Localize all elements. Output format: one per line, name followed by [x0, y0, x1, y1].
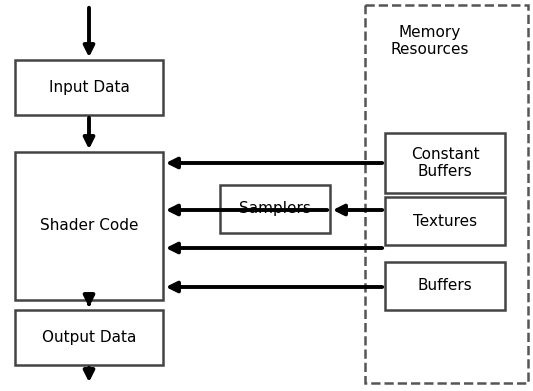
- Text: Memory
Resources: Memory Resources: [391, 25, 469, 57]
- Bar: [385, 133, 505, 193]
- Text: Input Data: Input Data: [49, 80, 130, 95]
- Bar: [365, 5, 528, 383]
- Bar: [15, 152, 163, 300]
- Text: Output Data: Output Data: [42, 330, 136, 345]
- Text: Samplers: Samplers: [239, 201, 311, 217]
- Bar: [385, 197, 505, 245]
- Text: Buffers: Buffers: [418, 278, 472, 294]
- Text: Shader Code: Shader Code: [40, 219, 138, 233]
- Bar: [15, 60, 163, 115]
- Bar: [220, 185, 330, 233]
- Text: Textures: Textures: [413, 213, 477, 228]
- Bar: [385, 262, 505, 310]
- Bar: [15, 310, 163, 365]
- Text: Constant
Buffers: Constant Buffers: [411, 147, 479, 179]
